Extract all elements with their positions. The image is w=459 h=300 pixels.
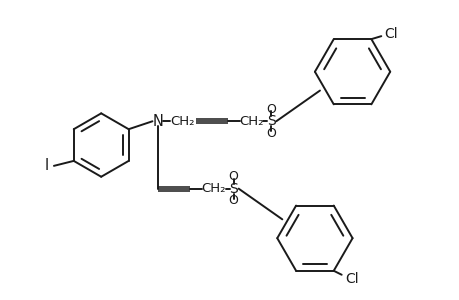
Text: CH₂: CH₂	[169, 115, 194, 128]
Text: O: O	[228, 170, 238, 183]
Text: Cl: Cl	[384, 27, 397, 41]
Text: S: S	[229, 182, 238, 196]
Text: O: O	[266, 103, 276, 116]
Text: I: I	[45, 158, 49, 173]
Text: N: N	[152, 114, 163, 129]
Text: CH₂: CH₂	[201, 182, 226, 195]
Text: O: O	[228, 194, 238, 207]
Text: O: O	[266, 127, 276, 140]
Text: Cl: Cl	[344, 272, 358, 286]
Text: S: S	[266, 114, 275, 128]
Text: CH₂: CH₂	[239, 115, 263, 128]
